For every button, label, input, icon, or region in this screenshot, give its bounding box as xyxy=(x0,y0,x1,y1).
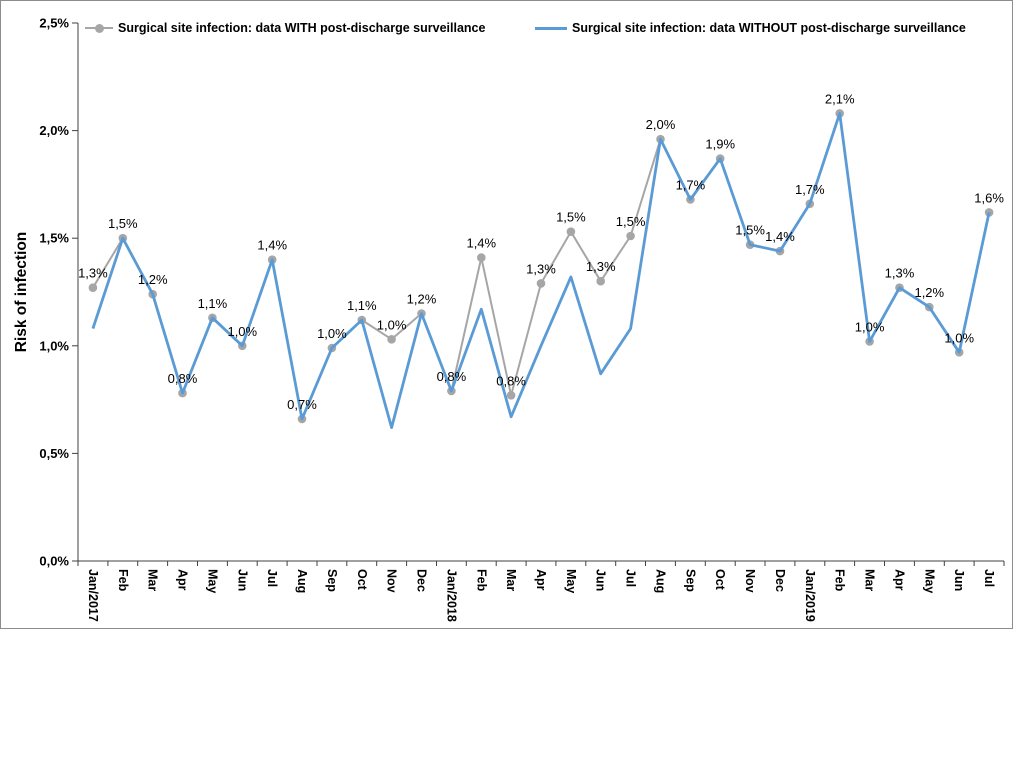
series-with-data-labels: 1,3%1,5%1,2%0,8%1,1%1,0%1,4%0,7%1,0%1,1%… xyxy=(78,91,1004,412)
data-label: 1,7% xyxy=(676,178,706,193)
chart-plot-area: 0,0% 0,5% 1,0% 1,5% 2,0% 2,5% Jan/2017 Feb Mar Ap… xyxy=(39,16,1005,622)
legend-item-with-surveillance: Surgical site infection: data WITH post-… xyxy=(85,18,485,38)
x-tick-label: Feb xyxy=(474,569,488,592)
data-label: 1,3% xyxy=(78,266,108,281)
data-label: 1,0% xyxy=(377,317,407,332)
data-label: 1,6% xyxy=(974,190,1004,205)
data-label: 1,4% xyxy=(765,229,795,244)
data-label: 1,3% xyxy=(586,259,616,274)
data-label: 2,1% xyxy=(825,91,855,106)
data-label: 0,7% xyxy=(287,397,317,412)
x-tick-label: Mar xyxy=(146,569,160,591)
data-label: 1,4% xyxy=(466,236,496,251)
marker-dot xyxy=(626,231,635,241)
x-tick-label: Dec xyxy=(773,569,787,592)
marker-dot xyxy=(566,227,576,236)
data-label: 0,8% xyxy=(437,369,467,384)
y-tick-label: 2,5% xyxy=(39,16,69,31)
x-tick-label: Nov xyxy=(743,569,757,593)
x-tick-label: Jan/2019 xyxy=(803,569,817,622)
marker-dot xyxy=(477,253,486,262)
legend-label-with: Surgical site infection: data WITH post-… xyxy=(118,21,486,35)
data-label: 1,0% xyxy=(227,324,257,339)
y-tick-label: 2,0% xyxy=(39,123,69,138)
marker-dot xyxy=(596,276,605,286)
x-tick-label: Jun xyxy=(235,569,249,591)
x-tick-label: Oct xyxy=(713,569,727,591)
x-tick-label: May xyxy=(564,569,578,593)
data-label: 1,3% xyxy=(526,261,556,276)
marker-dot xyxy=(536,279,546,288)
marker-dot xyxy=(88,283,98,293)
marker-dot xyxy=(506,391,516,400)
x-tick-label: May xyxy=(922,569,936,593)
x-tick-label: Apr xyxy=(176,569,190,591)
x-tick-label: Aug xyxy=(295,569,309,593)
data-label: 1,2% xyxy=(914,285,944,300)
x-tick-label: Oct xyxy=(355,569,369,591)
x-tick-label: Sep xyxy=(683,569,697,592)
data-label: 1,2% xyxy=(407,292,437,307)
x-tick-label: Aug xyxy=(654,569,668,593)
data-label: 1,4% xyxy=(257,238,287,253)
x-tick-label: Apr xyxy=(893,569,907,591)
y-tick-label: 1,0% xyxy=(39,338,69,353)
x-tick-label: Jan/2018 xyxy=(444,569,458,622)
legend-label-without: Surgical site infection: data WITHOUT po… xyxy=(572,21,966,35)
data-label: 1,3% xyxy=(885,266,915,281)
x-tick-label: Feb xyxy=(116,569,130,592)
blue-line-icon xyxy=(535,26,567,30)
y-axis-title: Risk of infection xyxy=(13,231,30,353)
data-label: 2,0% xyxy=(646,117,676,132)
x-tick-label: Apr xyxy=(534,569,548,591)
data-label: 1,7% xyxy=(795,182,825,197)
x-tick-label: Mar xyxy=(863,569,877,591)
data-label: 1,0% xyxy=(944,330,974,345)
y-tick-label: 1,5% xyxy=(39,231,69,246)
data-label: 1,5% xyxy=(735,223,765,238)
data-label: 1,0% xyxy=(317,326,347,341)
y-axis: 0,0% 0,5% 1,0% 1,5% 2,0% 2,5% xyxy=(39,16,79,569)
data-label: 1,0% xyxy=(855,320,885,335)
x-tick-label: Jun xyxy=(952,569,966,591)
data-label: 1,1% xyxy=(347,298,377,313)
data-label: 0,8% xyxy=(168,371,198,386)
x-tick-label: Sep xyxy=(325,569,339,592)
x-tick-label: May xyxy=(205,569,219,593)
y-tick-label: 0,0% xyxy=(39,554,69,569)
x-tick-label: Mar xyxy=(504,569,518,591)
x-tick-label: Nov xyxy=(385,569,399,593)
x-tick-label: Jan/2017 xyxy=(86,569,100,622)
x-tick-label: Jul xyxy=(624,569,638,587)
data-label: 1,1% xyxy=(198,296,228,311)
data-label: 1,9% xyxy=(705,137,735,152)
series-without-line xyxy=(91,112,991,430)
x-tick-label: Jun xyxy=(594,569,608,591)
x-axis: Jan/2017 Feb Mar Apr May Jun Jul Aug Sep Oct Nov De… xyxy=(77,560,1005,622)
data-label: 0,8% xyxy=(496,373,526,388)
data-label: 1,2% xyxy=(138,272,168,287)
x-tick-label: Dec xyxy=(415,569,429,592)
y-tick-label: 0,5% xyxy=(39,446,69,461)
marker-dot xyxy=(387,335,396,344)
x-tick-label: Feb xyxy=(833,569,847,592)
data-label: 1,5% xyxy=(108,216,138,231)
legend-item-without-surveillance: Surgical site infection: data WITHOUT po… xyxy=(535,18,966,38)
x-tick-label: Jul xyxy=(982,569,996,587)
data-label: 1,5% xyxy=(616,214,646,229)
data-label: 1,5% xyxy=(556,210,586,225)
x-tick-label: Jul xyxy=(265,569,279,587)
gray-line-marker-icon xyxy=(85,23,113,33)
chart-frame: 0,0% 0,5% 1,0% 1,5% 2,0% 2,5% Jan/2017 Feb Mar Ap… xyxy=(0,0,1013,629)
